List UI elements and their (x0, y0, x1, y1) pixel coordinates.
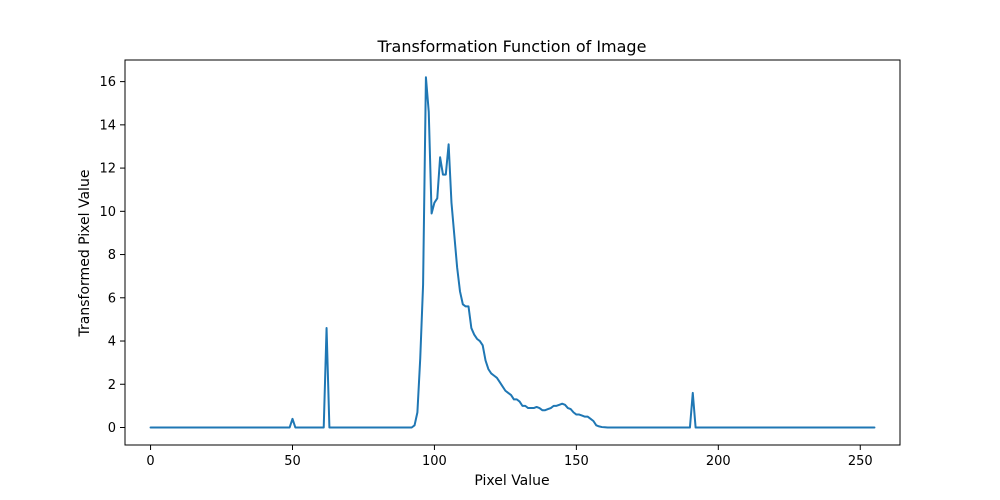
y-axis-ticks: 0 2 4 6 8 10 12 14 16 (99, 75, 125, 436)
x-tick-label: 100 (422, 454, 447, 469)
y-tick-label: 8 (108, 248, 116, 263)
y-tick-label: 16 (99, 75, 116, 90)
y-tick-label: 4 (108, 335, 116, 350)
series-line (149, 76, 876, 429)
x-axis-label: Pixel Value (474, 473, 549, 489)
x-tick-label: 0 (146, 454, 154, 469)
chart-title: Transformation Function of Image (377, 37, 647, 56)
y-tick-label: 0 (108, 421, 116, 436)
x-tick-label: 150 (564, 454, 589, 469)
y-tick-label: 6 (108, 291, 116, 306)
y-tick-label: 10 (99, 205, 116, 220)
x-axis-ticks: 0 50 100 150 200 250 (146, 445, 873, 469)
y-axis-label: Transformed Pixel Value (77, 170, 93, 338)
y-tick-label: 14 (99, 118, 116, 133)
plot-area: 0 50 100 150 200 250 0 2 4 6 8 10 12 14 16 (99, 59, 901, 469)
x-tick-label: 250 (848, 454, 873, 469)
y-tick-label: 12 (99, 162, 116, 177)
y-tick-label: 2 (108, 378, 116, 393)
x-tick-label: 50 (284, 454, 301, 469)
x-tick-label: 200 (706, 454, 731, 469)
axes-frame (124, 59, 901, 446)
